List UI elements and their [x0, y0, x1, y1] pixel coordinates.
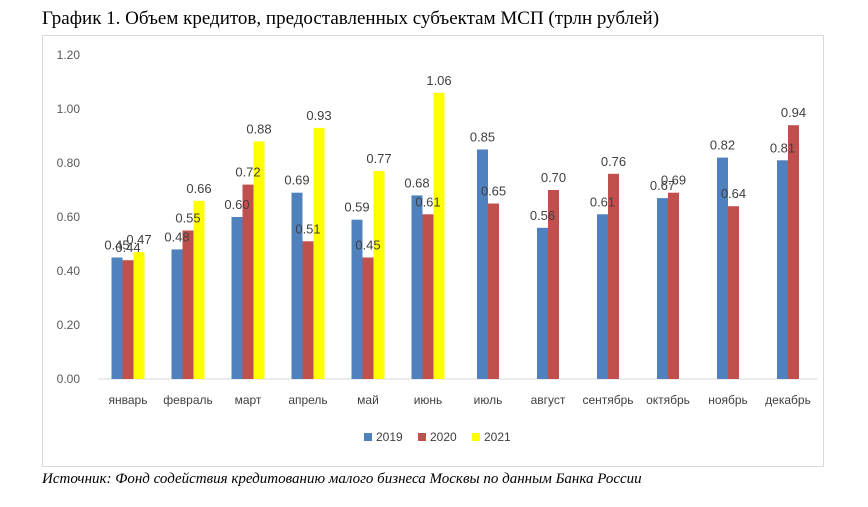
y-tick-label: 0.60 — [57, 210, 81, 224]
value-label: 0.69 — [661, 173, 686, 188]
x-tick-label: январь — [109, 393, 148, 407]
value-labels: 0.450.440.47 0.480.550.660.600.720.880.69… — [104, 73, 806, 255]
bar-2019 — [291, 192, 303, 379]
bar-2019 — [717, 157, 728, 379]
bar-2021 — [373, 171, 385, 379]
bar-2020 — [182, 230, 194, 379]
x-tick-label: июль — [474, 393, 503, 407]
value-label: 0.60 — [224, 197, 249, 212]
bar-2021 — [253, 141, 265, 379]
value-label: 0.76 — [601, 154, 626, 169]
value-label: 0.94 — [781, 105, 806, 120]
x-axis-labels: январь февраль март апрель май июнь июль август… — [109, 393, 811, 407]
x-tick-label: июнь — [414, 393, 443, 407]
value-label: 0.56 — [530, 208, 555, 223]
value-label: 0.85 — [470, 130, 495, 145]
bar-2020 — [728, 206, 739, 379]
value-label: 0.55 — [175, 211, 200, 226]
value-label: 0.69 — [284, 173, 309, 188]
bar-2020 — [548, 190, 559, 379]
bar-2019 — [777, 160, 788, 379]
y-tick-label: 1.00 — [57, 102, 81, 116]
x-tick-label: май — [357, 393, 379, 407]
bar-2020 — [488, 203, 499, 379]
bar-2020 — [362, 257, 374, 379]
legend-label: 2021 — [484, 430, 511, 444]
bar-2020 — [302, 241, 314, 379]
y-tick-label: 0.40 — [57, 264, 81, 278]
value-label: 0.65 — [481, 184, 506, 199]
y-tick-label: 0.00 — [57, 372, 81, 386]
bar-2019 — [351, 219, 363, 379]
value-label: 0.93 — [306, 108, 331, 123]
value-label: 0.61 — [590, 194, 615, 209]
bar-2021 — [193, 200, 205, 379]
legend-swatch — [364, 433, 372, 441]
value-label: 0.45 — [355, 238, 380, 253]
bar-2020 — [242, 184, 254, 379]
bar-2021 — [133, 252, 145, 379]
bar-2019 — [231, 217, 243, 379]
value-label: 0.61 — [415, 194, 440, 209]
x-tick-label: сентябрь — [582, 393, 633, 407]
bar-2020 — [122, 260, 134, 379]
x-tick-label: август — [531, 393, 566, 407]
bar-2019 — [111, 257, 123, 379]
bars — [111, 92, 799, 380]
y-axis-labels: 0.00 0.20 0.40 0.60 0.80 1.00 1.20 — [57, 48, 81, 386]
value-label: 0.64 — [721, 186, 746, 201]
value-label: 0.51 — [295, 221, 320, 236]
x-tick-label: март — [235, 393, 262, 407]
value-label: 0.68 — [404, 175, 429, 190]
value-label: 0.48 — [164, 229, 189, 244]
chart-title: График 1. Объем кредитов, предоставленны… — [42, 8, 660, 29]
x-tick-label: февраль — [163, 393, 213, 407]
x-tick-label: ноябрь — [708, 393, 748, 407]
legend-label: 2020 — [430, 430, 457, 444]
bar-2021 — [433, 92, 445, 380]
value-label: 0.77 — [366, 151, 391, 166]
y-tick-label: 1.20 — [57, 48, 81, 62]
bar-2019 — [657, 198, 668, 379]
x-tick-label: апрель — [288, 393, 327, 407]
legend-swatch — [418, 433, 426, 441]
y-tick-label: 0.20 — [57, 318, 81, 332]
value-label: 0.66 — [186, 181, 211, 196]
bar-2019 — [537, 227, 548, 379]
bar-2019 — [171, 249, 183, 379]
value-label: 0.44 — [115, 240, 140, 255]
legend: 2019 2020 2021 — [364, 430, 511, 444]
legend-label: 2019 — [376, 430, 403, 444]
source-note: Источник: Фонд содействия кредитованию м… — [42, 471, 642, 487]
chart-frame — [42, 35, 824, 467]
value-label: 0.88 — [246, 121, 271, 136]
bar-2019 — [597, 214, 608, 379]
value-label: 0.45 — [104, 238, 129, 253]
value-label: 0.72 — [235, 165, 260, 180]
y-tick-label: 0.80 — [57, 156, 81, 170]
value-label: 1.06 — [426, 73, 451, 88]
value-label: 0.70 — [541, 170, 566, 185]
value-label: 0.82 — [710, 138, 735, 153]
bar-2019 — [477, 149, 488, 379]
bar-2021 — [313, 127, 325, 380]
x-tick-label: октябрь — [646, 393, 690, 407]
bar-2020 — [788, 125, 799, 379]
bar-2020 — [422, 214, 434, 379]
bar-2020 — [608, 173, 619, 379]
value-label: 0.47 — [126, 232, 151, 247]
x-tick-label: декабрь — [765, 393, 811, 407]
bar-2019 — [411, 195, 423, 379]
value-label: 0.81 — [770, 140, 795, 155]
value-label: 0.67 — [650, 178, 675, 193]
bar-2020 — [668, 192, 679, 379]
legend-swatch — [472, 433, 480, 441]
value-label: 0.59 — [344, 200, 369, 215]
